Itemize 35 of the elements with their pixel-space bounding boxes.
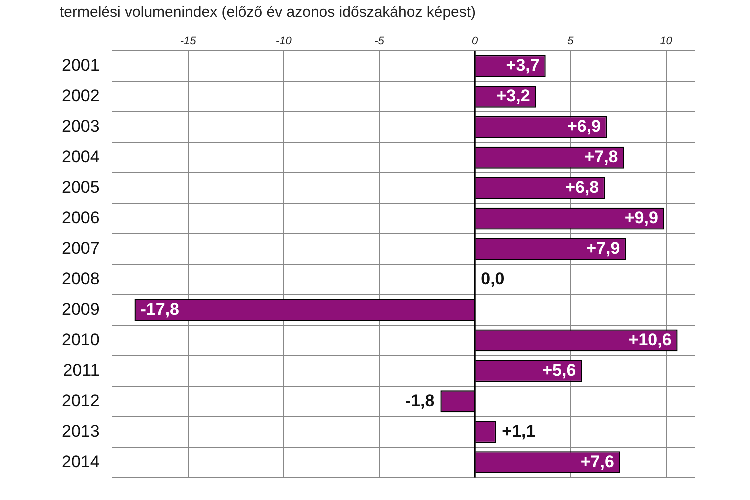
x-tick-label: -10 xyxy=(276,36,293,48)
y-tick-label: 2013 xyxy=(62,422,100,441)
y-tick-label: 2010 xyxy=(62,330,100,350)
data-label: +10,6 xyxy=(628,330,672,350)
y-tick-label: 2001 xyxy=(62,56,100,76)
y-tick-label: 2002 xyxy=(62,86,100,106)
data-label: +7,9 xyxy=(586,238,620,258)
x-tick-label: -5 xyxy=(374,36,386,48)
y-tick-label: 2004 xyxy=(62,148,100,167)
x-tick-label: -15 xyxy=(180,36,198,48)
data-label: -1,8 xyxy=(405,391,435,410)
x-tick-label: 10 xyxy=(660,36,674,48)
y-tick-label: 2011 xyxy=(63,360,100,380)
data-label: +5,6 xyxy=(542,360,576,380)
data-label: +3,2 xyxy=(496,86,530,106)
y-tick-label: 2003 xyxy=(62,117,100,136)
data-label: +1,1 xyxy=(502,422,536,441)
data-label: -17,8 xyxy=(140,300,180,319)
data-label: +7,8 xyxy=(584,148,618,167)
y-tick-label: 2005 xyxy=(62,178,100,198)
y-tick-label: 2014 xyxy=(62,452,100,472)
data-label: +3,7 xyxy=(506,56,540,76)
y-tick-label: 2007 xyxy=(62,238,100,258)
chart-title: termelési volumenindex (előző év azonos időszakához képest) xyxy=(59,3,478,23)
y-tick-label: 2008 xyxy=(62,269,100,288)
data-label: +9,9 xyxy=(624,208,658,228)
y-tick-label: 2006 xyxy=(62,208,100,228)
x-tick-label: 5 xyxy=(568,36,575,48)
x-tick-label: 0 xyxy=(472,36,480,48)
y-tick-label: 2012 xyxy=(62,391,100,410)
y-tick-label: 2009 xyxy=(62,300,100,319)
data-label: +6,9 xyxy=(567,117,602,136)
data-label: +6,8 xyxy=(566,178,600,198)
data-label: +7,6 xyxy=(580,452,614,472)
data-label: 0,0 xyxy=(481,269,505,288)
